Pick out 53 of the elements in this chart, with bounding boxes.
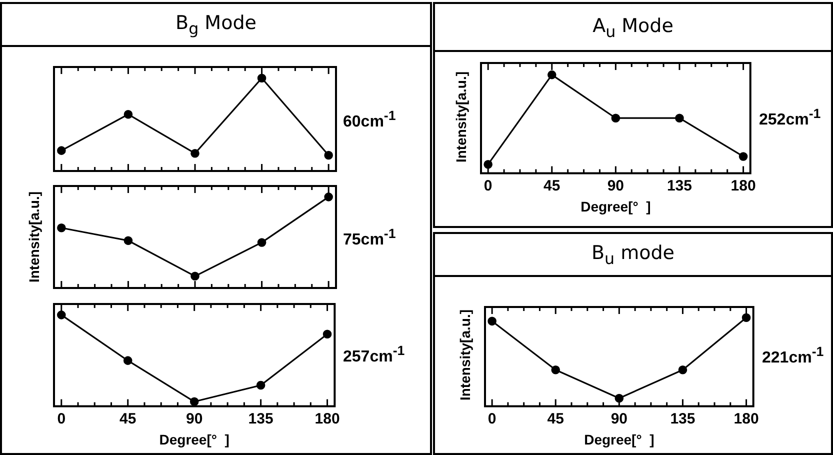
x-tick-label: 90 bbox=[610, 410, 628, 428]
point bbox=[675, 114, 684, 122]
text: 252cm$^{-1}$ bbox=[759, 106, 821, 129]
y-axis-title: Intensity[a.u.] bbox=[453, 70, 469, 162]
y-axis-title: Intensity[a.u.] bbox=[26, 191, 42, 283]
x-tick-label: 180 bbox=[314, 410, 340, 428]
x-tick-label: 0 bbox=[484, 177, 492, 194]
chart-title: A$_{u}$ Mode bbox=[433, 2, 833, 52]
x-tick-label: 180 bbox=[730, 177, 756, 194]
point bbox=[56, 310, 66, 320]
point bbox=[322, 330, 332, 339]
text: 257cm$^{-1}$ bbox=[343, 342, 405, 366]
point bbox=[614, 394, 624, 403]
text: 75cm$^{-1}$ bbox=[343, 226, 396, 250]
point bbox=[123, 356, 132, 365]
point bbox=[124, 110, 133, 119]
point bbox=[324, 192, 333, 202]
x-axis-title: Degree[° ] bbox=[584, 431, 654, 448]
chart-title: B$_{g}$ Mode bbox=[0, 2, 432, 47]
x-tick-label: 90 bbox=[186, 410, 203, 428]
x-tick-label: 135 bbox=[248, 410, 274, 428]
text: 60cm$^{-1}$ bbox=[343, 108, 396, 132]
point bbox=[257, 74, 266, 83]
point bbox=[190, 148, 200, 158]
point bbox=[738, 152, 748, 161]
x-tick-label: 135 bbox=[666, 177, 692, 194]
point bbox=[257, 238, 266, 247]
point bbox=[324, 150, 333, 160]
point bbox=[124, 236, 133, 246]
x-tick-label: 45 bbox=[120, 410, 136, 428]
point bbox=[551, 365, 560, 374]
point bbox=[742, 313, 751, 322]
text: 221cm$^{-1}$ bbox=[762, 344, 824, 368]
point bbox=[256, 380, 266, 390]
x-axis-title: Degree[° ] bbox=[580, 198, 651, 214]
point bbox=[57, 223, 66, 232]
x-axis-title: Degree[° ] bbox=[159, 431, 230, 448]
point bbox=[190, 272, 200, 281]
point bbox=[547, 70, 556, 80]
x-tick-label: 45 bbox=[544, 177, 560, 194]
point bbox=[488, 316, 496, 326]
x-tick-label: 0 bbox=[57, 410, 66, 428]
point bbox=[678, 365, 688, 374]
y-axis-title: Intensity[a.u.] bbox=[457, 309, 473, 401]
x-tick-label: 180 bbox=[734, 410, 759, 428]
point bbox=[57, 146, 66, 155]
x-tick-label: 135 bbox=[670, 410, 696, 428]
x-tick-label: 90 bbox=[607, 177, 624, 194]
point bbox=[484, 160, 492, 169]
x-tick-label: 45 bbox=[547, 410, 564, 428]
x-tick-label: 0 bbox=[488, 410, 496, 428]
chart-title: B$_{u}$ mode bbox=[433, 232, 833, 277]
point bbox=[611, 114, 620, 122]
